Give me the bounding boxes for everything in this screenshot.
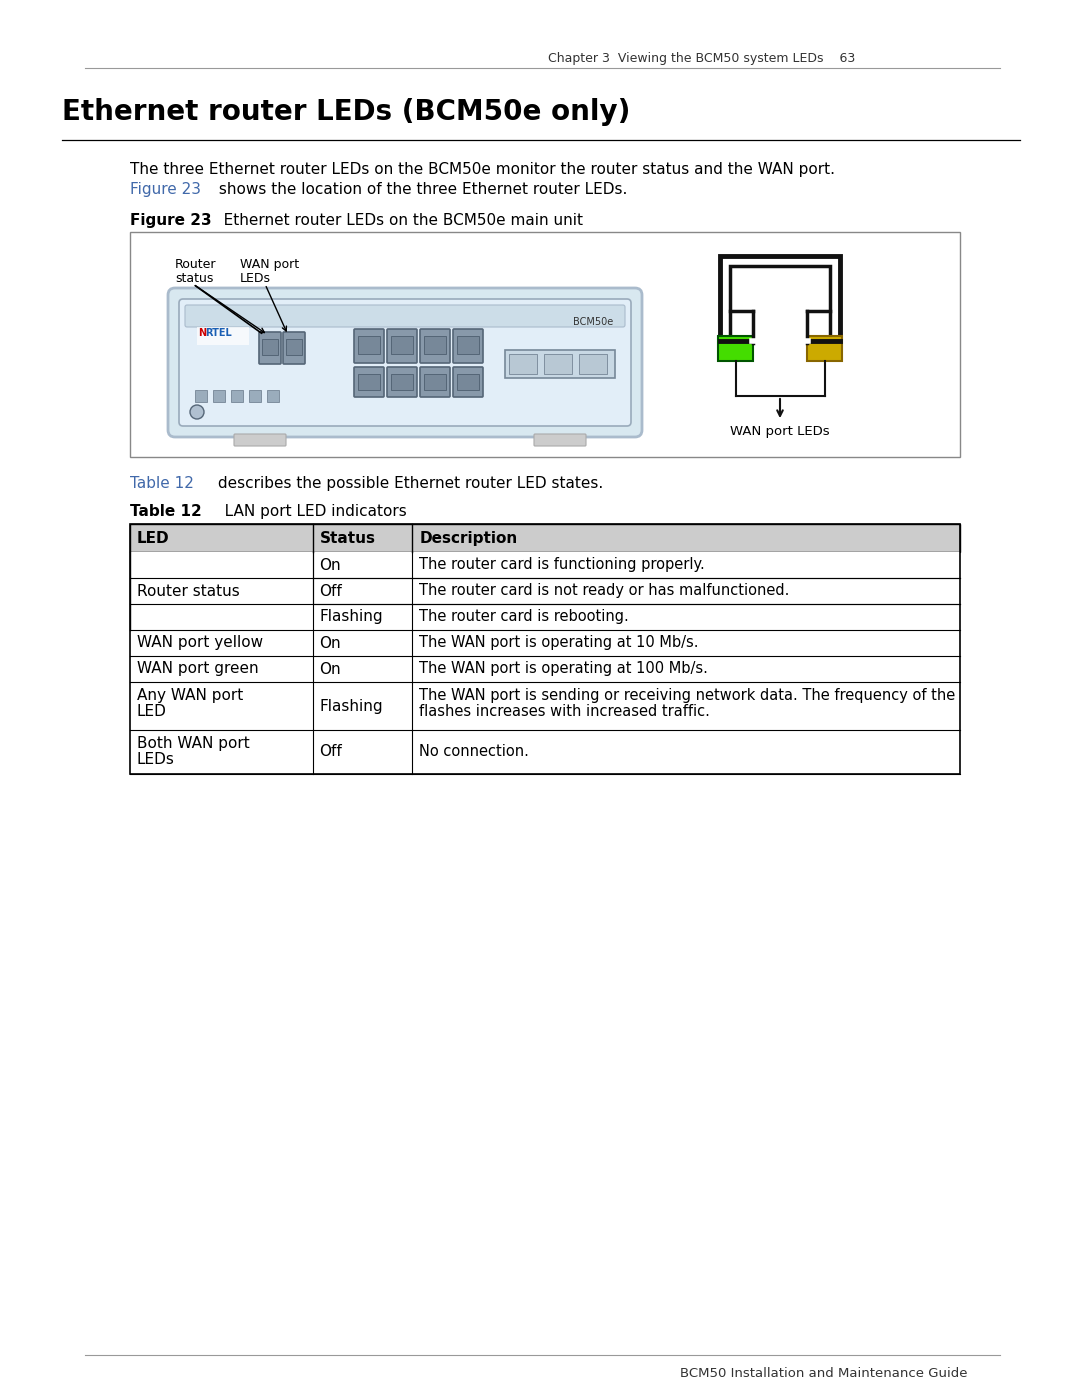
Bar — [130, 682, 960, 731]
Text: The router card is rebooting.: The router card is rebooting. — [419, 609, 629, 624]
Text: Status: Status — [320, 531, 376, 546]
Text: BCM50 Installation and Maintenance Guide: BCM50 Installation and Maintenance Guide — [680, 1368, 968, 1380]
FancyBboxPatch shape — [534, 434, 586, 446]
Text: WAN port green: WAN port green — [137, 662, 258, 676]
Bar — [231, 390, 243, 402]
Text: The three Ethernet router LEDs on the BCM50e monitor the router status and the W: The three Ethernet router LEDs on the BC… — [130, 162, 835, 177]
Bar — [753, 312, 807, 346]
Text: Figure 23: Figure 23 — [130, 212, 212, 228]
Text: Off: Off — [320, 584, 342, 598]
Text: LED: LED — [137, 531, 170, 546]
Bar — [424, 374, 446, 390]
Text: LED: LED — [137, 704, 167, 719]
Bar — [457, 374, 480, 390]
Text: The router card is functioning properly.: The router card is functioning properly. — [419, 557, 705, 573]
Bar — [509, 353, 537, 374]
Bar — [357, 374, 380, 390]
Bar — [249, 390, 261, 402]
Bar — [720, 256, 840, 341]
Text: On: On — [320, 662, 341, 676]
Text: LEDs: LEDs — [240, 272, 271, 285]
Bar — [131, 552, 312, 578]
Text: WAN port yellow: WAN port yellow — [137, 636, 264, 651]
Text: Table 12: Table 12 — [130, 476, 194, 490]
Text: Figure 23: Figure 23 — [130, 182, 201, 197]
Bar — [195, 390, 207, 402]
FancyBboxPatch shape — [185, 305, 625, 327]
Bar — [130, 524, 960, 552]
Text: The WAN port is sending or receiving network data. The frequency of the: The WAN port is sending or receiving net… — [419, 687, 956, 703]
Circle shape — [190, 405, 204, 419]
Bar — [130, 657, 960, 682]
FancyBboxPatch shape — [420, 330, 450, 363]
Bar — [197, 327, 249, 345]
Bar — [267, 390, 279, 402]
FancyBboxPatch shape — [354, 330, 384, 363]
Text: Description: Description — [419, 531, 517, 546]
FancyBboxPatch shape — [453, 367, 483, 397]
Bar — [130, 604, 960, 630]
FancyBboxPatch shape — [387, 367, 417, 397]
Bar — [579, 353, 607, 374]
Text: LAN port LED indicators: LAN port LED indicators — [210, 504, 407, 520]
Text: On: On — [320, 557, 341, 573]
FancyBboxPatch shape — [354, 367, 384, 397]
Text: Ethernet router LEDs (BCM50e only): Ethernet router LEDs (BCM50e only) — [62, 98, 631, 126]
Text: BCM50e: BCM50e — [573, 317, 613, 327]
Bar — [131, 578, 312, 605]
Text: N: N — [198, 328, 206, 338]
Bar — [130, 578, 960, 604]
FancyBboxPatch shape — [234, 434, 286, 446]
Bar — [718, 337, 753, 360]
Text: shows the location of the three Ethernet router LEDs.: shows the location of the three Ethernet… — [214, 182, 627, 197]
Text: The router card is not ready or has malfunctioned.: The router card is not ready or has malf… — [419, 584, 789, 598]
Text: Table 12: Table 12 — [130, 504, 202, 520]
Text: describes the possible Ethernet router LED states.: describes the possible Ethernet router L… — [213, 476, 604, 490]
FancyBboxPatch shape — [259, 332, 281, 365]
Text: Flashing: Flashing — [320, 698, 383, 714]
Text: Flashing: Flashing — [320, 609, 383, 624]
Bar — [130, 552, 960, 578]
FancyBboxPatch shape — [179, 299, 631, 426]
Bar — [130, 524, 960, 774]
FancyBboxPatch shape — [387, 330, 417, 363]
Bar — [391, 374, 413, 390]
Text: LEDs: LEDs — [137, 752, 175, 767]
Bar — [544, 353, 572, 374]
Bar — [807, 337, 842, 360]
FancyBboxPatch shape — [453, 330, 483, 363]
Bar — [213, 390, 225, 402]
Text: Router status: Router status — [137, 584, 240, 598]
Bar — [391, 337, 413, 353]
Text: Any WAN port: Any WAN port — [137, 687, 243, 703]
Text: status: status — [175, 272, 214, 285]
Bar — [730, 265, 831, 341]
Text: flashes increases with increased traffic.: flashes increases with increased traffic… — [419, 704, 710, 719]
Text: Router: Router — [175, 258, 216, 271]
Bar — [286, 339, 302, 355]
Text: No connection.: No connection. — [419, 745, 529, 760]
Bar — [130, 630, 960, 657]
Text: WAN port: WAN port — [240, 258, 299, 271]
Bar — [357, 337, 380, 353]
Text: RTEL: RTEL — [205, 328, 232, 338]
Text: Both WAN port: Both WAN port — [137, 736, 249, 752]
FancyBboxPatch shape — [283, 332, 305, 365]
FancyBboxPatch shape — [420, 367, 450, 397]
Text: Ethernet router LEDs on the BCM50e main unit: Ethernet router LEDs on the BCM50e main … — [210, 212, 583, 228]
Bar — [262, 339, 278, 355]
Bar — [130, 232, 960, 457]
FancyBboxPatch shape — [168, 288, 642, 437]
Text: The WAN port is operating at 10 Mb/s.: The WAN port is operating at 10 Mb/s. — [419, 636, 699, 651]
Text: The WAN port is operating at 100 Mb/s.: The WAN port is operating at 100 Mb/s. — [419, 662, 708, 676]
Text: On: On — [320, 636, 341, 651]
Bar — [130, 731, 960, 774]
Bar — [457, 337, 480, 353]
Text: WAN port LEDs: WAN port LEDs — [730, 425, 829, 439]
Bar — [424, 337, 446, 353]
Bar — [505, 351, 615, 379]
Text: Chapter 3  Viewing the BCM50 system LEDs    63: Chapter 3 Viewing the BCM50 system LEDs … — [548, 52, 855, 66]
Text: Off: Off — [320, 745, 342, 760]
